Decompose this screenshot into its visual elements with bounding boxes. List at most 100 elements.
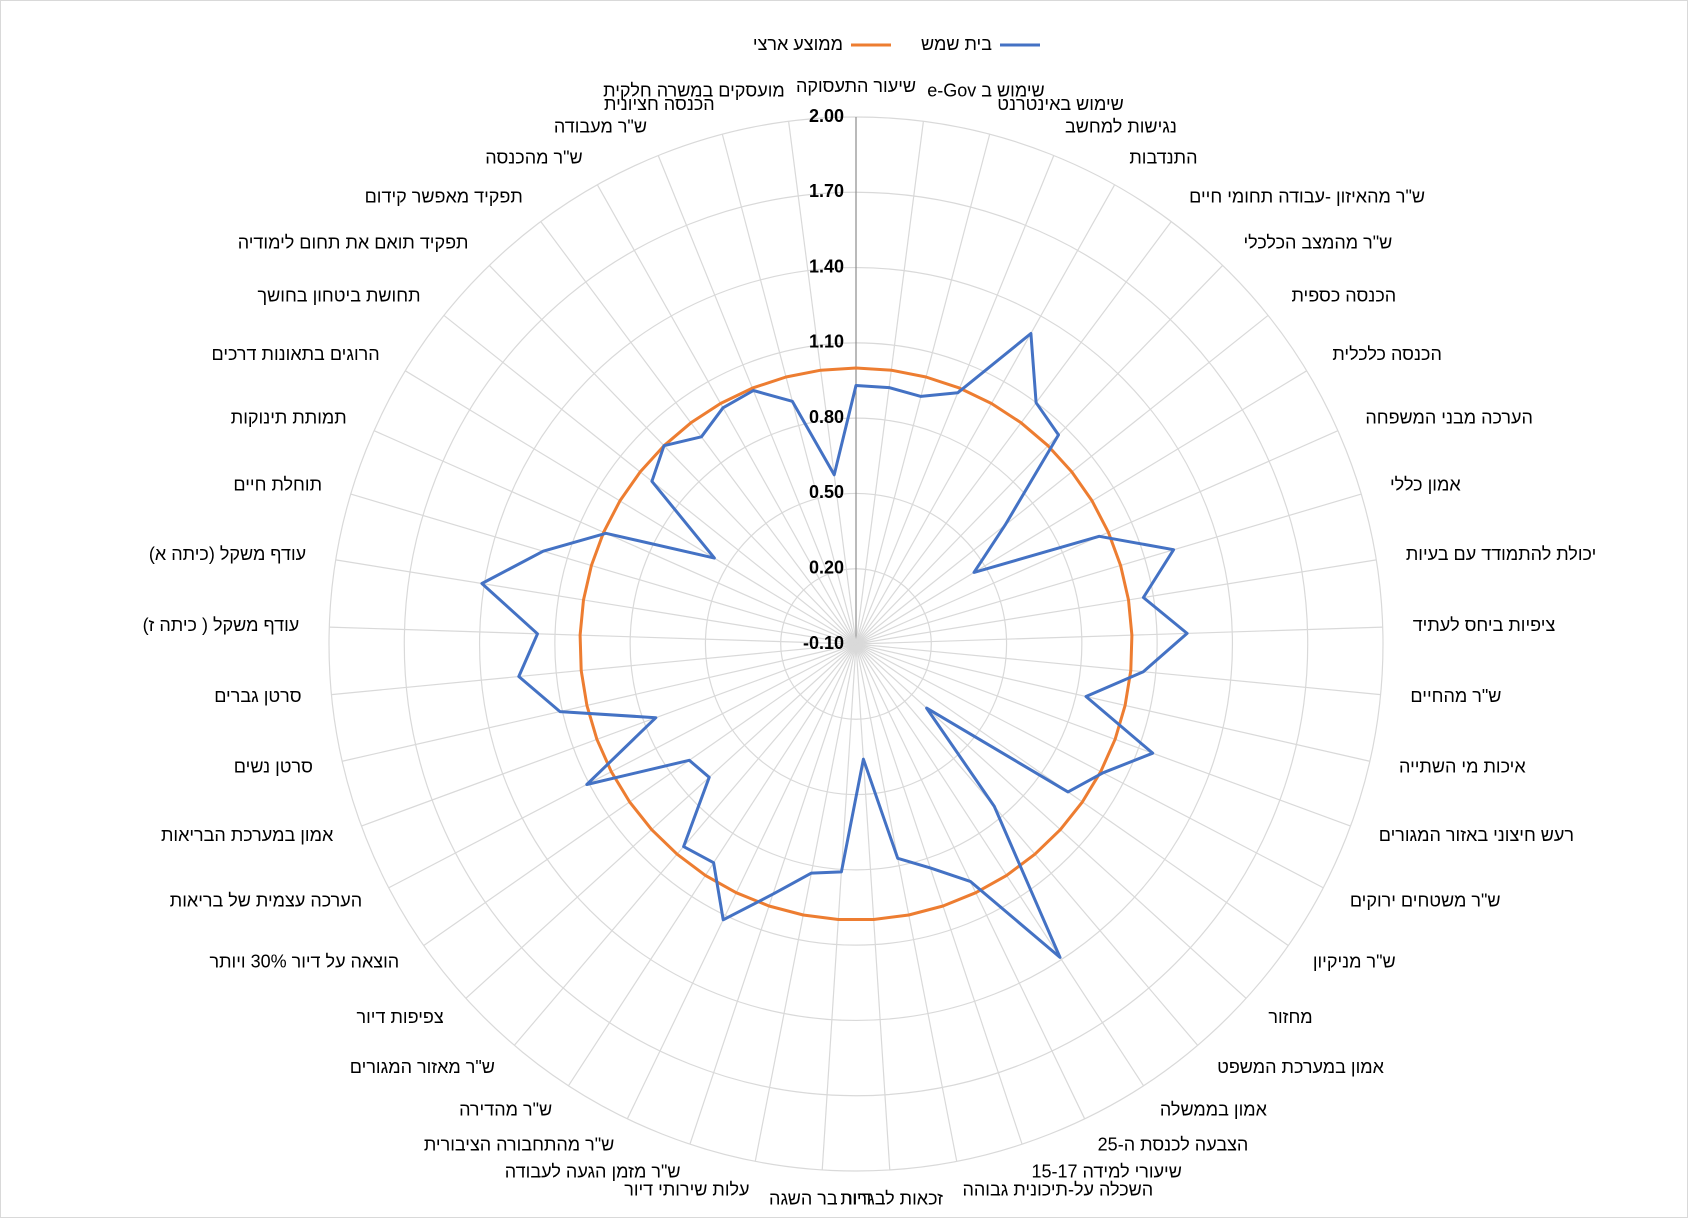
category-label: תמותת תינוקות — [231, 407, 347, 427]
spoke — [855, 643, 958, 1162]
category-label: ש"ר מזמן הגעה לעבודה — [505, 1161, 681, 1181]
spoke — [331, 643, 857, 696]
category-label: מחזור — [1268, 1007, 1312, 1027]
spoke — [329, 626, 857, 645]
category-label: הכנסה חציונית — [604, 94, 715, 114]
category-label: ש"ר מהאיזון -עבודה תחומי חיים — [1189, 186, 1425, 206]
category-label: הערכה עצמית של בריאות — [170, 890, 362, 910]
category-label: תחושת ביטחון בחושך — [258, 285, 421, 305]
spoke — [855, 643, 1351, 827]
spoke — [350, 493, 857, 645]
spoke — [488, 265, 857, 645]
series-line — [480, 332, 1189, 959]
category-label: ש"ר מהדירה — [459, 1100, 552, 1120]
y-tick-label: 0.80 — [809, 407, 844, 427]
legend-label: ממוצע ארצי — [753, 34, 843, 54]
spoke — [568, 643, 857, 1086]
spoke — [373, 430, 857, 645]
series-layer — [480, 332, 1189, 959]
category-label: ש"ר מעבודה — [554, 116, 647, 136]
category-label: הוצאה על דיור 30% ויותר — [209, 951, 399, 971]
spoke — [721, 134, 857, 645]
category-label: ש"ר משטחים ירוקים — [1350, 890, 1501, 910]
y-tick-label: 0.50 — [809, 482, 844, 502]
spoke — [423, 643, 857, 946]
category-label: ש"ר מהחיים — [1410, 686, 1501, 706]
spoke — [855, 221, 1172, 645]
category-label: אמון כללי — [1390, 474, 1461, 494]
spoke — [405, 370, 857, 645]
spoke — [335, 559, 857, 645]
spoke — [855, 643, 891, 1170]
y-tick-label: 1.10 — [809, 332, 844, 352]
spoke — [855, 493, 1362, 645]
spoke — [361, 643, 857, 827]
category-label: הרוגים בתאונות דרכים — [212, 344, 380, 364]
category-label: השכלה על-תיכונית גבוהה — [962, 1179, 1153, 1199]
spoke — [342, 643, 857, 762]
y-tick-label: 1.40 — [809, 256, 844, 276]
spoke — [596, 184, 857, 645]
category-label: איכות מי השתייה — [1399, 757, 1526, 777]
category-label: נגישות למחשב — [1065, 116, 1177, 136]
spoke — [855, 643, 1370, 762]
spoke — [443, 314, 857, 645]
category-label: צפיפות דיור — [357, 1007, 444, 1027]
spoke — [855, 559, 1377, 645]
category-label: עלות שירותי דיור — [624, 1179, 749, 1199]
category-label: אמון במערכת הבריאות — [161, 825, 334, 845]
category-label: מועסקים במשרה חלקית — [603, 80, 785, 100]
series-line — [578, 366, 1134, 921]
spoke — [465, 643, 857, 999]
spoke — [855, 121, 924, 645]
category-label: רעש חיצוני באזור המגורים — [1379, 825, 1574, 845]
spoke — [855, 643, 1199, 1046]
category-label: תפקיד מאפשר קידום — [365, 186, 523, 206]
category-label: זכאות לבגרות — [840, 1189, 943, 1209]
spoke — [855, 643, 1023, 1145]
spoke — [788, 121, 857, 645]
spoke — [855, 626, 1383, 645]
category-label: שיעורי למידה 15-17 — [1032, 1161, 1182, 1181]
category-label: הכנסה כלכלית — [1332, 344, 1442, 364]
category-label: ש"ר מניקיון — [1313, 951, 1396, 971]
spoke — [855, 370, 1307, 645]
spoke — [855, 314, 1269, 645]
spoke — [388, 643, 857, 889]
spoke — [626, 643, 857, 1120]
category-label: ש"ר מהתחבורה הציבורית — [424, 1135, 614, 1155]
spoke — [855, 643, 1247, 999]
spoke — [855, 155, 1055, 645]
category-label: סרטן נשים — [234, 757, 313, 777]
legend-label: בית שמש — [921, 34, 992, 54]
category-label: תוחלת חיים — [233, 474, 322, 494]
category-label: תפקיד תואם את תחום לימודיה — [238, 233, 469, 253]
y-tick-label: 2.00 — [809, 106, 844, 126]
category-label: שימוש באינטרנט — [997, 94, 1124, 114]
category-label: עודף משקל (כיתה א) — [149, 544, 306, 564]
spoke — [821, 643, 857, 1170]
label-layer: -0.10 0.20 0.50 0.80 1.10 1.40 1.70 2.00 שיעור ה… — [143, 34, 1597, 1209]
spoke — [657, 155, 857, 645]
spoke — [754, 643, 857, 1162]
spoke — [855, 643, 1289, 946]
category-label: ש"ר מאזור המגורים — [350, 1057, 495, 1077]
spoke — [855, 643, 1144, 1086]
category-label: הכנסה כספית — [1291, 285, 1396, 305]
category-label: ש"ר מהמצב הכלכלי — [1243, 233, 1392, 253]
category-label: עודף משקל ( כיתה ז) — [143, 615, 300, 635]
category-label: שימוש ב e-Gov — [927, 80, 1044, 100]
category-label: סרטן גברים — [214, 686, 301, 706]
spoke — [855, 134, 991, 645]
category-label: יכולת להתמודד עם בעיות — [1406, 544, 1596, 564]
y-tick-label: -0.10 — [803, 633, 844, 653]
spoke — [540, 221, 857, 645]
category-label: ציפיות ביחס לעתיד — [1413, 615, 1556, 635]
y-tick-label: 0.20 — [809, 557, 844, 577]
category-label: ש"ר מהכנסה — [485, 147, 582, 167]
category-label: התנדבות — [1129, 147, 1197, 167]
grid — [328, 116, 1384, 1172]
spoke — [855, 184, 1116, 645]
